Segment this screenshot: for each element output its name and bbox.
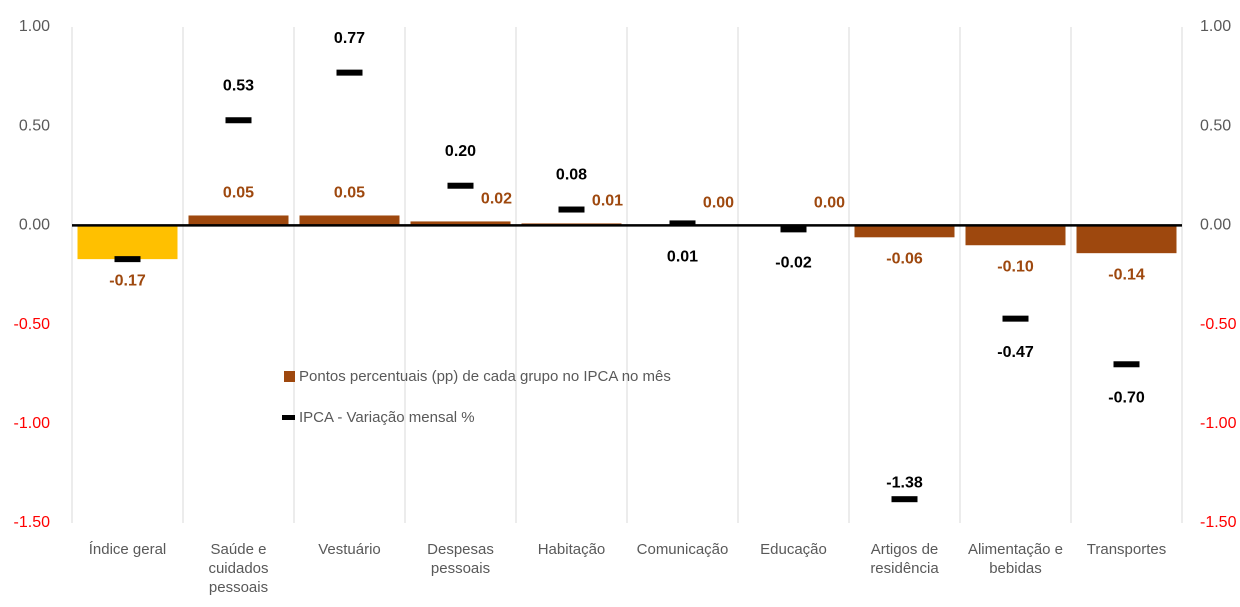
x-tick-label: Artigos de residência (870, 541, 939, 577)
legend-label: IPCA - Variação mensal % (299, 409, 475, 426)
bar-label: 0.01 (592, 193, 623, 210)
y-tick-label: -1.00 (14, 415, 51, 432)
marker-label: 0.01 (667, 249, 698, 266)
y-tick-label: 0.00 (19, 217, 50, 234)
marker (669, 220, 696, 227)
marker (336, 69, 363, 76)
bar (854, 225, 955, 238)
y2-tick-label: 0.00 (1200, 217, 1231, 234)
bar (965, 225, 1066, 246)
marker-label: -0.47 (997, 344, 1034, 361)
bar-label: 0.02 (481, 191, 512, 208)
bar-label: -0.10 (997, 258, 1034, 275)
y-tick-label: 1.00 (19, 18, 50, 35)
bar-label: 0.00 (814, 195, 845, 212)
x-tick-label: Transportes (1086, 541, 1167, 558)
marker (225, 117, 252, 124)
bar (1076, 225, 1177, 254)
x-tick-label: Comunicação (636, 541, 729, 558)
bar (188, 215, 289, 226)
y-tick-label: 0.50 (19, 117, 50, 134)
marker (891, 496, 918, 503)
marker-label: 0.53 (223, 77, 254, 94)
x-tick-label: Despesas pessoais (427, 541, 494, 577)
marker-label: 0.20 (445, 143, 476, 160)
x-tick-label: Habitação (537, 541, 606, 558)
bar-label: -0.14 (1108, 266, 1145, 283)
bar (77, 225, 178, 260)
y-tick-label: -1.50 (14, 514, 51, 531)
bar-label: -0.06 (886, 251, 923, 268)
bar (299, 215, 400, 226)
marker (1113, 361, 1140, 368)
marker-label: 0.08 (556, 167, 587, 184)
marker (558, 206, 585, 213)
x-tick-label: Alimentação e bebidas (967, 541, 1064, 577)
marker-label: -1.38 (886, 474, 923, 491)
legend-label: Pontos percentuais (pp) de cada grupo no… (299, 368, 671, 385)
y2-tick-label: 1.00 (1200, 18, 1231, 35)
y2-tick-label: -0.50 (1200, 316, 1237, 333)
y2-tick-label: -1.50 (1200, 514, 1237, 531)
bar-label: -0.17 (109, 272, 146, 289)
marker (114, 256, 141, 263)
marker (447, 182, 474, 189)
marker (780, 226, 807, 233)
y2-tick-label: -1.00 (1200, 415, 1237, 432)
legend-swatch (284, 371, 295, 382)
bar-label: 0.05 (334, 185, 365, 202)
x-tick-label: Educação (760, 541, 827, 558)
x-tick-label: Saúde e cuidados pessoais (208, 541, 269, 596)
marker-label: -0.70 (1108, 389, 1145, 406)
y2-tick-label: 0.50 (1200, 117, 1231, 134)
bar-label: 0.00 (703, 195, 734, 212)
marker-label: 0.77 (334, 30, 365, 47)
legend-swatch (282, 415, 295, 420)
bar-label: 0.05 (223, 185, 254, 202)
x-tick-label: Vestuário (318, 541, 381, 558)
marker (1002, 315, 1029, 322)
x-tick-label: Índice geral (88, 541, 167, 558)
y-tick-label: -0.50 (14, 316, 51, 333)
bar (410, 221, 511, 226)
marker-label: -0.02 (775, 255, 812, 272)
